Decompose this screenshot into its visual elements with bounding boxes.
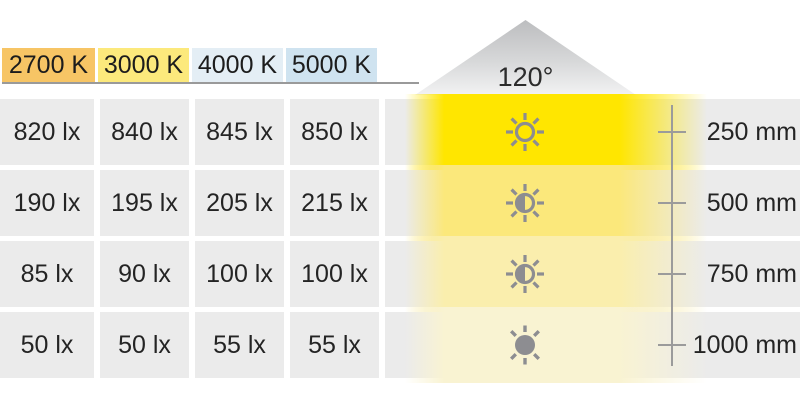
lux-value: 215 lx <box>290 170 379 236</box>
table-row: 190 lx 195 lx 205 lx 215 lx <box>0 165 800 241</box>
legend-underline <box>2 82 419 84</box>
beam-cone-icon: 120° <box>415 20 636 95</box>
table-row: 820 lx 840 lx 845 lx 850 lx <box>0 94 800 170</box>
lux-value: 55 lx <box>290 312 379 378</box>
lux-value: 100 lx <box>195 241 284 307</box>
lux-value: 50 lx <box>100 312 189 378</box>
tab-5000k: 5000 K <box>286 48 377 82</box>
lux-value: 820 lx <box>0 99 94 165</box>
lux-value: 90 lx <box>100 241 189 307</box>
lux-value: 845 lx <box>195 99 284 165</box>
light-glow <box>405 236 707 312</box>
light-glow <box>405 307 707 383</box>
sun-open-icon <box>506 113 544 151</box>
lux-value: 85 lx <box>0 241 94 307</box>
light-glow <box>405 165 707 241</box>
sun-filled-icon <box>510 325 540 365</box>
lux-value: 190 lx <box>0 170 94 236</box>
tab-4000k: 4000 K <box>192 48 283 82</box>
lux-value: 50 lx <box>0 312 94 378</box>
tab-2700k: 2700 K <box>2 48 95 82</box>
lux-table: 820 lx 840 lx 845 lx 850 lx <box>0 94 800 383</box>
lux-value: 205 lx <box>195 170 284 236</box>
distance-label: 750 mm <box>706 260 797 288</box>
lux-value: 195 lx <box>100 170 189 236</box>
tab-3000k: 3000 K <box>98 48 189 82</box>
distance-label: 1000 mm <box>692 331 797 359</box>
light-glow <box>405 94 707 170</box>
color-temperature-legend: 2700 K 3000 K 4000 K 5000 K <box>2 48 377 82</box>
distance-label: 500 mm <box>706 189 797 217</box>
table-row: 50 lx 50 lx 55 lx 55 lx 1000 mm <box>0 307 800 383</box>
lux-value: 840 lx <box>100 99 189 165</box>
distance-label: 250 mm <box>706 118 797 146</box>
beam-angle-label: 120° <box>497 62 554 92</box>
ruler-line <box>671 105 673 366</box>
table-row: 85 lx 90 lx 100 lx 100 lx <box>0 236 800 312</box>
lux-value: 850 lx <box>290 99 379 165</box>
sun-half-icon <box>506 255 544 293</box>
sun-half-icon <box>506 184 544 222</box>
lux-value: 100 lx <box>290 241 379 307</box>
lux-value: 55 lx <box>195 312 284 378</box>
